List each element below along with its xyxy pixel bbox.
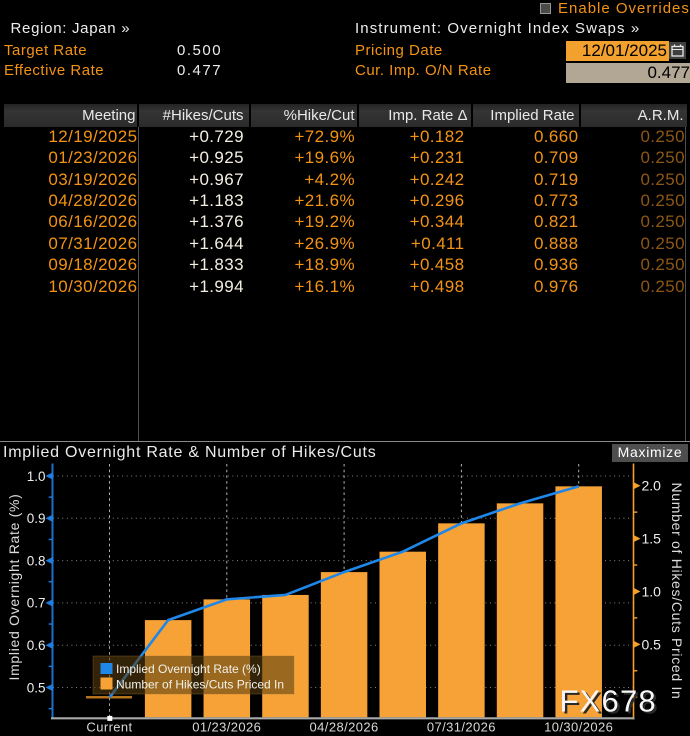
- svg-text:1.0: 1.0: [27, 469, 46, 484]
- svg-text:01/23/2026: 01/23/2026: [192, 720, 261, 735]
- svg-text:1.0: 1.0: [642, 583, 662, 599]
- svg-text:Implied Overnight Rate (%): Implied Overnight Rate (%): [6, 493, 22, 680]
- svg-text:Number of Hikes/Cuts Priced In: Number of Hikes/Cuts Priced In: [669, 482, 685, 699]
- svg-text:Implied Overnight Rate (%): Implied Overnight Rate (%): [116, 662, 261, 676]
- svg-text:2.0: 2.0: [642, 478, 662, 494]
- svg-text:04/28/2026: 04/28/2026: [310, 720, 379, 735]
- svg-text:07/31/2026: 07/31/2026: [427, 720, 496, 735]
- svg-text:1.5: 1.5: [642, 531, 662, 547]
- svg-text:Current: Current: [86, 720, 132, 735]
- svg-text:0.5: 0.5: [27, 680, 46, 695]
- svg-text:0.9: 0.9: [27, 511, 46, 526]
- svg-text:Number of Hikes/Cuts Priced In: Number of Hikes/Cuts Priced In: [116, 678, 284, 692]
- svg-text:10/30/2026: 10/30/2026: [544, 720, 613, 735]
- svg-text:0.7: 0.7: [27, 596, 46, 611]
- svg-text:FX678: FX678: [562, 686, 659, 721]
- svg-text:0.6: 0.6: [27, 638, 46, 653]
- svg-text:0.5: 0.5: [642, 636, 662, 652]
- svg-text:0.8: 0.8: [27, 553, 46, 568]
- svg-text:FX678: FX678: [560, 684, 657, 719]
